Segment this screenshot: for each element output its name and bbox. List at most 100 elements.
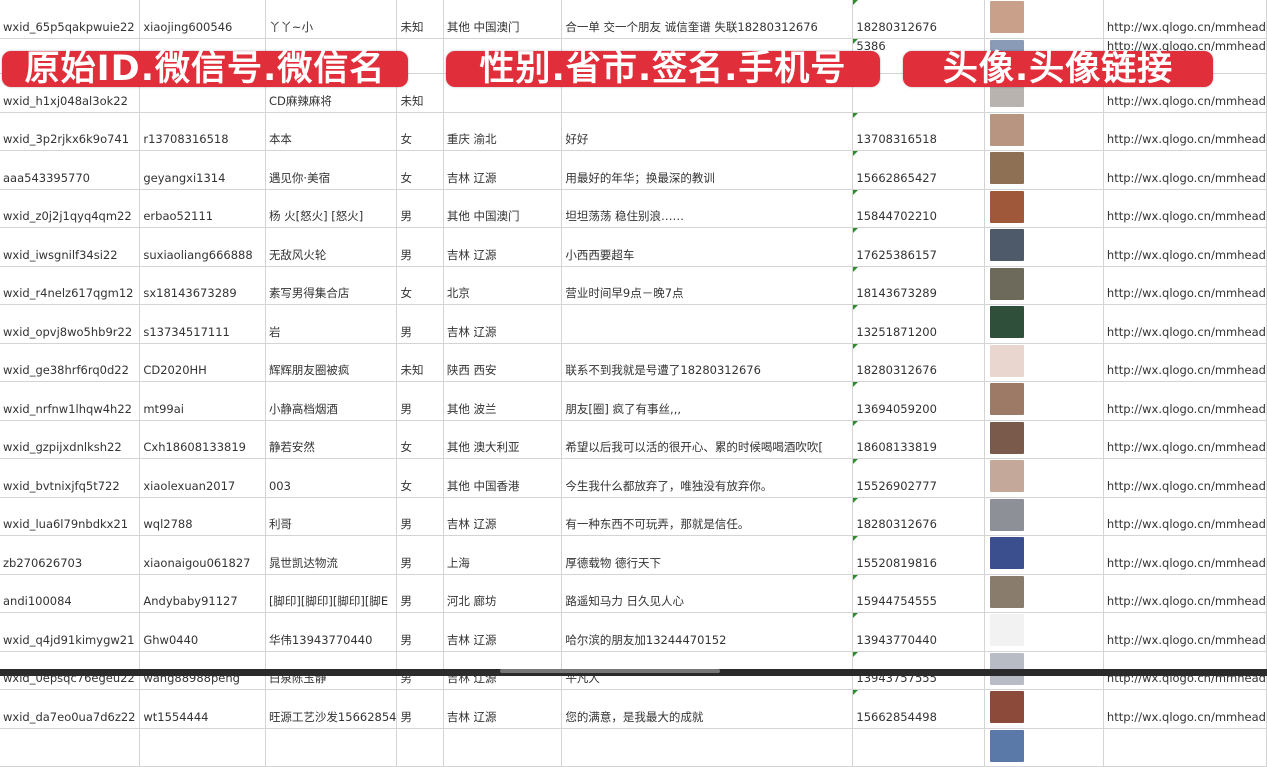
cell-phone[interactable]: 18143673289 (852, 266, 985, 305)
cell-avatar[interactable] (984, 728, 1104, 767)
cell-wechat-name[interactable] (265, 728, 398, 767)
cell-original-id[interactable]: wxid_bvtnixjfq5t722 (0, 458, 141, 498)
cell-avatar[interactable] (984, 689, 1104, 729)
cell-avatar-url[interactable]: http://wx.qlogo.cn/mmhead (1103, 0, 1267, 39)
cell-phone[interactable]: 13708316518 (852, 112, 985, 151)
cell-avatar[interactable] (984, 227, 1104, 267)
cell-signature[interactable]: 用最好的年华；换最深的教训 (561, 150, 854, 190)
cell-wechat-id[interactable]: geyangxi1314 (139, 150, 266, 190)
cell-region[interactable]: 吉林 辽源 (443, 227, 563, 267)
cell-phone[interactable]: 13943770440 (852, 612, 985, 652)
cell-wechat-name[interactable]: 丫丫~小 (265, 0, 398, 39)
cell-gender[interactable]: 男 (396, 574, 444, 613)
cell-region[interactable]: 其他 中国香港 (443, 458, 563, 498)
cell-original-id[interactable]: wxid_h1xj048al3ok22 (0, 73, 141, 113)
cell-region[interactable]: 其他 澳大利亚 (443, 420, 563, 459)
cell-original-id[interactable]: andi100084 (0, 574, 141, 613)
cell-original-id[interactable]: zb270626703 (0, 535, 141, 575)
cell-wechat-name[interactable]: 华伟13943770440 (265, 612, 398, 652)
cell-wechat-id[interactable]: wql2788 (139, 497, 266, 536)
cell-wechat-id[interactable]: sx18143673289 (139, 266, 266, 305)
cell-region[interactable]: 其他 波兰 (443, 381, 563, 421)
cell-wechat-id[interactable]: xiaolexuan2017 (139, 458, 266, 498)
cell-original-id[interactable]: wxid_3p2rjkx6k9o741 (0, 112, 141, 151)
cell-wechat-name[interactable]: 素写男得集合店 (265, 266, 398, 305)
cell-wechat-name[interactable]: 杨 火[怒火] [怒火] (265, 189, 398, 228)
cell-avatar-url[interactable]: http://wx.qlogo.cn/mmhead (1103, 420, 1267, 459)
cell-region[interactable]: 吉林 辽源 (443, 304, 563, 344)
cell-avatar-url[interactable]: http://wx.qlogo.cn/mmhead (1103, 497, 1267, 536)
cell-wechat-id[interactable]: Ghw0440 (139, 612, 266, 652)
cell-avatar[interactable] (984, 112, 1104, 151)
cell-signature[interactable]: 小西西要超车 (561, 227, 854, 267)
cell-gender[interactable]: 女 (396, 420, 444, 459)
cell-wechat-name[interactable]: 辉辉朋友圈被疯 (265, 343, 398, 382)
cell-wechat-id[interactable]: s13734517111 (139, 304, 266, 344)
cell-region[interactable]: 重庆 渝北 (443, 112, 563, 151)
cell-avatar[interactable] (984, 574, 1104, 613)
cell-avatar[interactable] (984, 304, 1104, 344)
cell-avatar-url[interactable]: http://wx.qlogo.cn/mmhead (1103, 535, 1267, 575)
cell-avatar-url[interactable]: http://wx.qlogo.cn/mmhead (1103, 458, 1267, 498)
cell-avatar-url[interactable]: http://wx.qlogo.cn/mmhead (1103, 304, 1267, 344)
cell-signature[interactable]: 路遥知马力 日久见人心 (561, 574, 854, 613)
cell-original-id[interactable]: wxid_q4jd91kimygw21 (0, 612, 141, 652)
cell-wechat-name[interactable]: 003 (265, 458, 398, 498)
cell-wechat-id[interactable]: wt1554444 (139, 689, 266, 729)
cell-original-id[interactable]: wxid_nrfnw1lhqw4h22 (0, 381, 141, 421)
cell-gender[interactable]: 女 (396, 266, 444, 305)
cell-phone[interactable]: 15520819816 (852, 535, 985, 575)
cell-avatar-url[interactable]: http://wx.qlogo.cn/mmhead (1103, 381, 1267, 421)
cell-region[interactable]: 吉林 辽源 (443, 612, 563, 652)
cell-avatar[interactable] (984, 189, 1104, 228)
cell-phone[interactable]: 15662865427 (852, 150, 985, 190)
cell-avatar-url[interactable] (1103, 728, 1267, 767)
cell-wechat-name[interactable]: [脚印][脚印][脚印][脚E (265, 574, 398, 613)
cell-wechat-id[interactable]: Cxh18608133819 (139, 420, 266, 459)
cell-avatar[interactable] (984, 420, 1104, 459)
cell-original-id[interactable]: wxid_opvj8wo5hb9r22 (0, 304, 141, 344)
cell-signature[interactable]: 厚德载物 德行天下 (561, 535, 854, 575)
cell-signature[interactable]: 哈尔滨的朋友加13244470152 (561, 612, 854, 652)
cell-signature[interactable]: 营业时间早9点－晚7点 (561, 266, 854, 305)
cell-gender[interactable]: 男 (396, 381, 444, 421)
cell-signature[interactable] (561, 728, 854, 767)
cell-region[interactable]: 北京 (443, 266, 563, 305)
cell-wechat-id[interactable] (139, 728, 266, 767)
cell-signature[interactable]: 有一种东西不可玩弄，那就是信任。 (561, 497, 854, 536)
cell-original-id[interactable]: wxid_65p5qakpwuie22 (0, 0, 141, 39)
cell-original-id[interactable]: wxid_ge38hrf6rq0d22 (0, 343, 141, 382)
cell-avatar-url[interactable]: http://wx.qlogo.cn/mmhead (1103, 150, 1267, 190)
cell-region[interactable]: 吉林 辽源 (443, 150, 563, 190)
cell-avatar-url[interactable]: http://wx.qlogo.cn/mmhead (1103, 266, 1267, 305)
cell-original-id[interactable]: wxid_lua6l79nbdkx21 (0, 497, 141, 536)
cell-phone[interactable]: 15844702210 (852, 189, 985, 228)
cell-phone[interactable]: 13251871200 (852, 304, 985, 344)
cell-wechat-name[interactable]: 旺源工艺沙发15662854 (265, 689, 398, 729)
cell-avatar[interactable] (984, 535, 1104, 575)
cell-avatar-url[interactable]: http://wx.qlogo.cn/mmhead (1103, 343, 1267, 382)
cell-original-id[interactable]: wxid_da7eo0ua7d6z22 (0, 689, 141, 729)
cell-avatar-url[interactable]: http://wx.qlogo.cn/mmhead (1103, 574, 1267, 613)
cell-region[interactable]: 河北 廊坊 (443, 574, 563, 613)
cell-avatar-url[interactable]: http://wx.qlogo.cn/mmhead (1103, 227, 1267, 267)
cell-phone[interactable]: 15526902777 (852, 458, 985, 498)
cell-gender[interactable]: 未知 (396, 0, 444, 39)
cell-wechat-id[interactable]: mt99ai (139, 381, 266, 421)
cell-phone[interactable]: 13694059200 (852, 381, 985, 421)
cell-phone[interactable]: 18280312676 (852, 0, 985, 39)
cell-signature[interactable]: 今生我什么都放弃了，唯独没有放弃你。 (561, 458, 854, 498)
cell-gender[interactable]: 女 (396, 458, 444, 498)
horizontal-scrollbar[interactable] (0, 669, 1267, 676)
cell-signature[interactable]: 希望以后我可以活的很开心、累的时候喝喝酒吹吹[ (561, 420, 854, 459)
cell-region[interactable]: 吉林 辽源 (443, 689, 563, 729)
cell-original-id[interactable]: wxid_iwsgnilf34si22 (0, 227, 141, 267)
cell-region[interactable]: 吉林 辽源 (443, 497, 563, 536)
cell-wechat-name[interactable]: 利哥 (265, 497, 398, 536)
cell-phone[interactable]: 15944754555 (852, 574, 985, 613)
cell-phone[interactable]: 15662854498 (852, 689, 985, 729)
cell-original-id[interactable] (0, 728, 141, 767)
cell-wechat-name[interactable]: 遇见你·美宿 (265, 150, 398, 190)
cell-wechat-name[interactable]: 无敌风火轮 (265, 227, 398, 267)
scrollbar-thumb[interactable] (500, 669, 720, 673)
